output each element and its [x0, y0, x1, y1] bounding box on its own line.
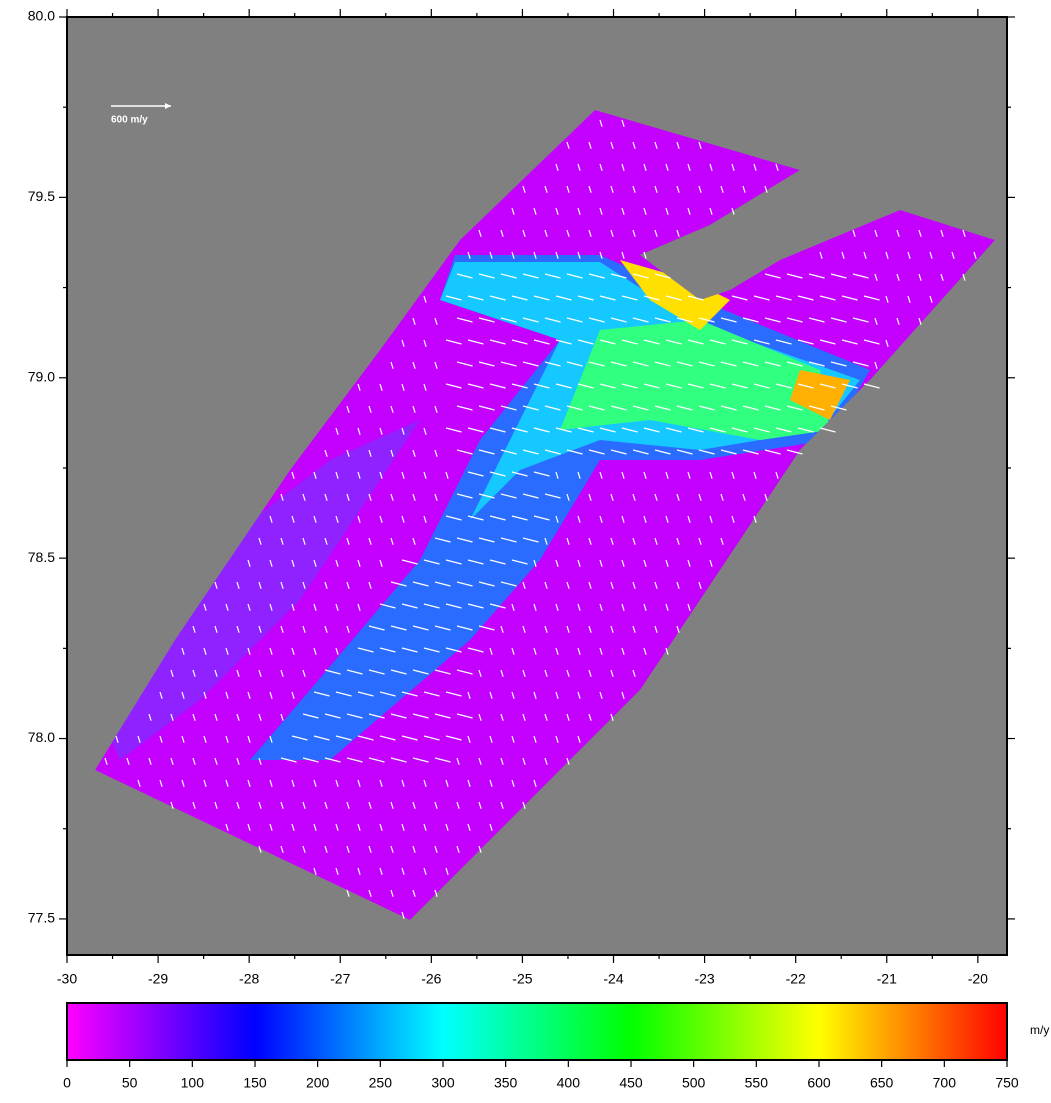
y-tick-label: 79.0 [28, 368, 55, 384]
x-tick-label: -20 [968, 971, 988, 987]
colorbar-tick-label: 150 [243, 1075, 267, 1091]
y-tick-label: 77.5 [28, 910, 55, 926]
y-tick-label: 79.5 [28, 188, 55, 204]
x-tick-label: -29 [148, 971, 168, 987]
colorbar-tick-label: 100 [181, 1075, 205, 1091]
x-tick-label: -26 [421, 971, 441, 987]
colorbar-tick-label: 600 [807, 1075, 831, 1091]
y-tick-label: 80.0 [28, 8, 55, 24]
colorbar-tick-label: 400 [557, 1075, 581, 1091]
colorbar-tick-label: 550 [745, 1075, 769, 1091]
colorbar-unit: m/y [1030, 1023, 1049, 1037]
x-tick-label: -22 [786, 971, 806, 987]
y-tick-label: 78.5 [28, 549, 55, 565]
x-tick-label: -24 [603, 971, 623, 987]
x-tick-label: -21 [877, 971, 897, 987]
colorbar-tick-label: 450 [619, 1075, 643, 1091]
colorbar-tick-label: 650 [870, 1075, 894, 1091]
colorbar-tick-label: 50 [122, 1075, 138, 1091]
colorbar-tick-label: 200 [306, 1075, 330, 1091]
x-tick-label: -25 [512, 971, 532, 987]
scale-arrow-label: 600 m/y [111, 115, 148, 126]
colorbar-tick-label: 0 [63, 1075, 71, 1091]
colorbar [67, 1003, 1007, 1060]
x-tick-label: -30 [57, 971, 77, 987]
map-figure: 600 m/y m/y -30 -29 -28 -27 -26 -25 -24 -23 -22 -… [0, 0, 1051, 1103]
colorbar-tick-label: 700 [933, 1075, 957, 1091]
colorbar-tick-label: 750 [995, 1075, 1019, 1091]
colorbar-tick-label: 350 [494, 1075, 518, 1091]
y-tick-label: 78.0 [28, 729, 55, 745]
x-tick-label: -28 [239, 971, 259, 987]
colorbar-tick-label: 250 [369, 1075, 393, 1091]
colorbar-tick-label: 300 [431, 1075, 455, 1091]
x-tick-label: -27 [330, 971, 350, 987]
x-tick-label: -23 [694, 971, 714, 987]
colorbar-tick-label: 500 [682, 1075, 706, 1091]
